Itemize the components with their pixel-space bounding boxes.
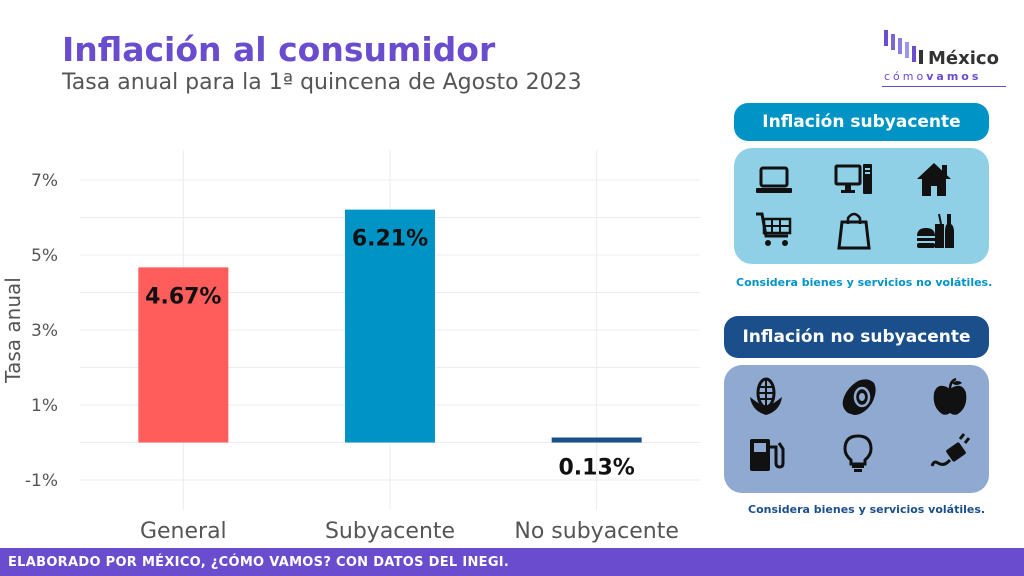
noncore-inflation-title: Inflación no subyacente (742, 327, 971, 347)
logo-sub-bold: vamos (926, 70, 982, 83)
bar-no-subyacente (551, 437, 642, 443)
core-inflation-title: Inflación subyacente (762, 112, 961, 132)
inflation-bar-chart: -1% 1% 3% 5% 7% Tasa anual 4.67% 6.21% 0.13% Gene… (1, 150, 700, 544)
x-tick-label: No subyacente (514, 519, 679, 544)
noncore-inflation-header: Inflación no subyacente (724, 316, 989, 358)
desktop-computer-icon (834, 160, 874, 200)
footer-credit: ELABORADO POR MÉXICO, ¿CÓMO VAMOS? CON D… (8, 555, 510, 570)
y-tick-label: 5% (31, 246, 58, 266)
footer-bar: ELABORADO POR MÉXICO, ¿CÓMO VAMOS? CON D… (0, 548, 1024, 576)
bar-subyacente (345, 209, 435, 443)
page-subtitle: Tasa anual para la 1ª quincena de Agosto… (62, 70, 582, 95)
y-tick-label: 1% (31, 396, 58, 416)
light-bulb-icon (838, 433, 878, 473)
plug-icon (930, 433, 971, 473)
laptop-icon (754, 160, 794, 200)
x-tick-label: General (140, 519, 227, 544)
y-tick-label: -1% (25, 471, 58, 491)
logo-underline (882, 86, 1006, 87)
logo-subtitle: cómovamos (884, 70, 981, 83)
fuel-pump-icon (746, 433, 786, 473)
apple-icon (930, 377, 970, 417)
processed-food-icon (914, 210, 954, 250)
bar-general (138, 267, 229, 443)
core-inflation-icons (734, 148, 989, 264)
bar-data-label: 6.21% (352, 227, 428, 252)
y-tick-label: 7% (31, 171, 58, 191)
x-tick-label: Subyacente (325, 519, 455, 544)
core-inflation-header: Inflación subyacente (734, 103, 989, 141)
noncore-inflation-note: Considera bienes y servicios volátiles. (748, 503, 986, 516)
core-inflation-note: Considera bienes y servicios no volátile… (736, 276, 993, 289)
logo-bars-icon (884, 30, 923, 64)
y-axis-label: Tasa anual (1, 277, 25, 384)
mexico-como-vamos-logo: México cómovamos (880, 28, 1010, 88)
page-title: Inflación al consumidor (62, 30, 496, 69)
shopping-cart-icon (754, 210, 794, 250)
logo-sub-light: cómo (884, 70, 927, 83)
house-icon (914, 160, 954, 200)
bar-data-label: 4.67% (145, 284, 221, 309)
logo-word: México (928, 48, 999, 69)
y-tick-label: 3% (31, 321, 58, 341)
bar-data-label: 0.13% (559, 456, 635, 481)
noncore-inflation-icons (724, 365, 989, 493)
shopping-bag-icon (834, 210, 874, 250)
corn-icon (746, 377, 786, 417)
avocado-icon (838, 377, 878, 417)
